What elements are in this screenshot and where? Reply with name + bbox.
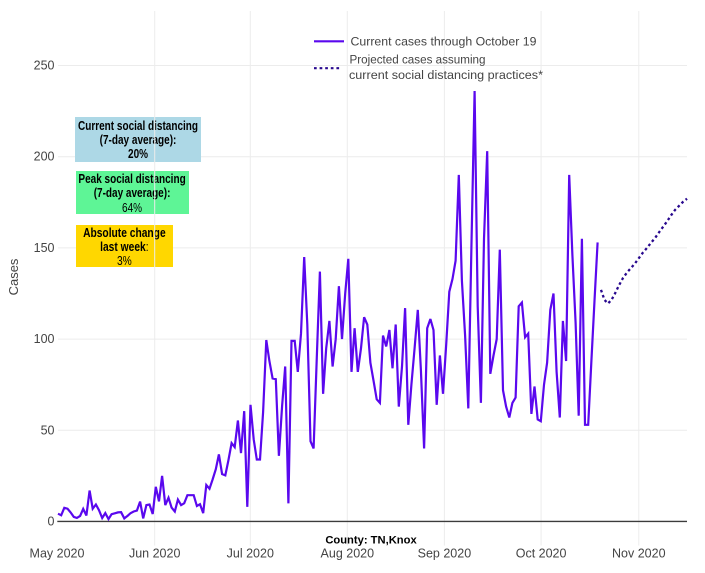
svg-text:Jun 2020: Jun 2020 (129, 547, 180, 561)
svg-text:Projected cases assuming: Projected cases assuming (350, 53, 486, 67)
svg-text:Oct 2020: Oct 2020 (516, 547, 567, 561)
svg-text:May 2020: May 2020 (30, 547, 85, 561)
svg-text:current social distancing prac: current social distancing practices* (349, 68, 543, 82)
svg-text:0: 0 (48, 515, 55, 529)
svg-text:County: TN,Knox: County: TN,Knox (325, 534, 417, 546)
svg-text:100: 100 (34, 332, 55, 346)
svg-text:Nov 2020: Nov 2020 (612, 547, 666, 561)
svg-text:Cases: Cases (6, 258, 21, 295)
svg-text:Sep 2020: Sep 2020 (418, 547, 472, 561)
svg-text:Jul 2020: Jul 2020 (227, 547, 274, 561)
svg-text:200: 200 (34, 150, 55, 164)
svg-text:Aug 2020: Aug 2020 (321, 547, 375, 561)
svg-text:250: 250 (34, 59, 55, 73)
svg-text:Current cases through October: Current cases through October 19 (351, 34, 537, 48)
svg-text:50: 50 (41, 423, 55, 437)
svg-text:150: 150 (34, 241, 55, 255)
